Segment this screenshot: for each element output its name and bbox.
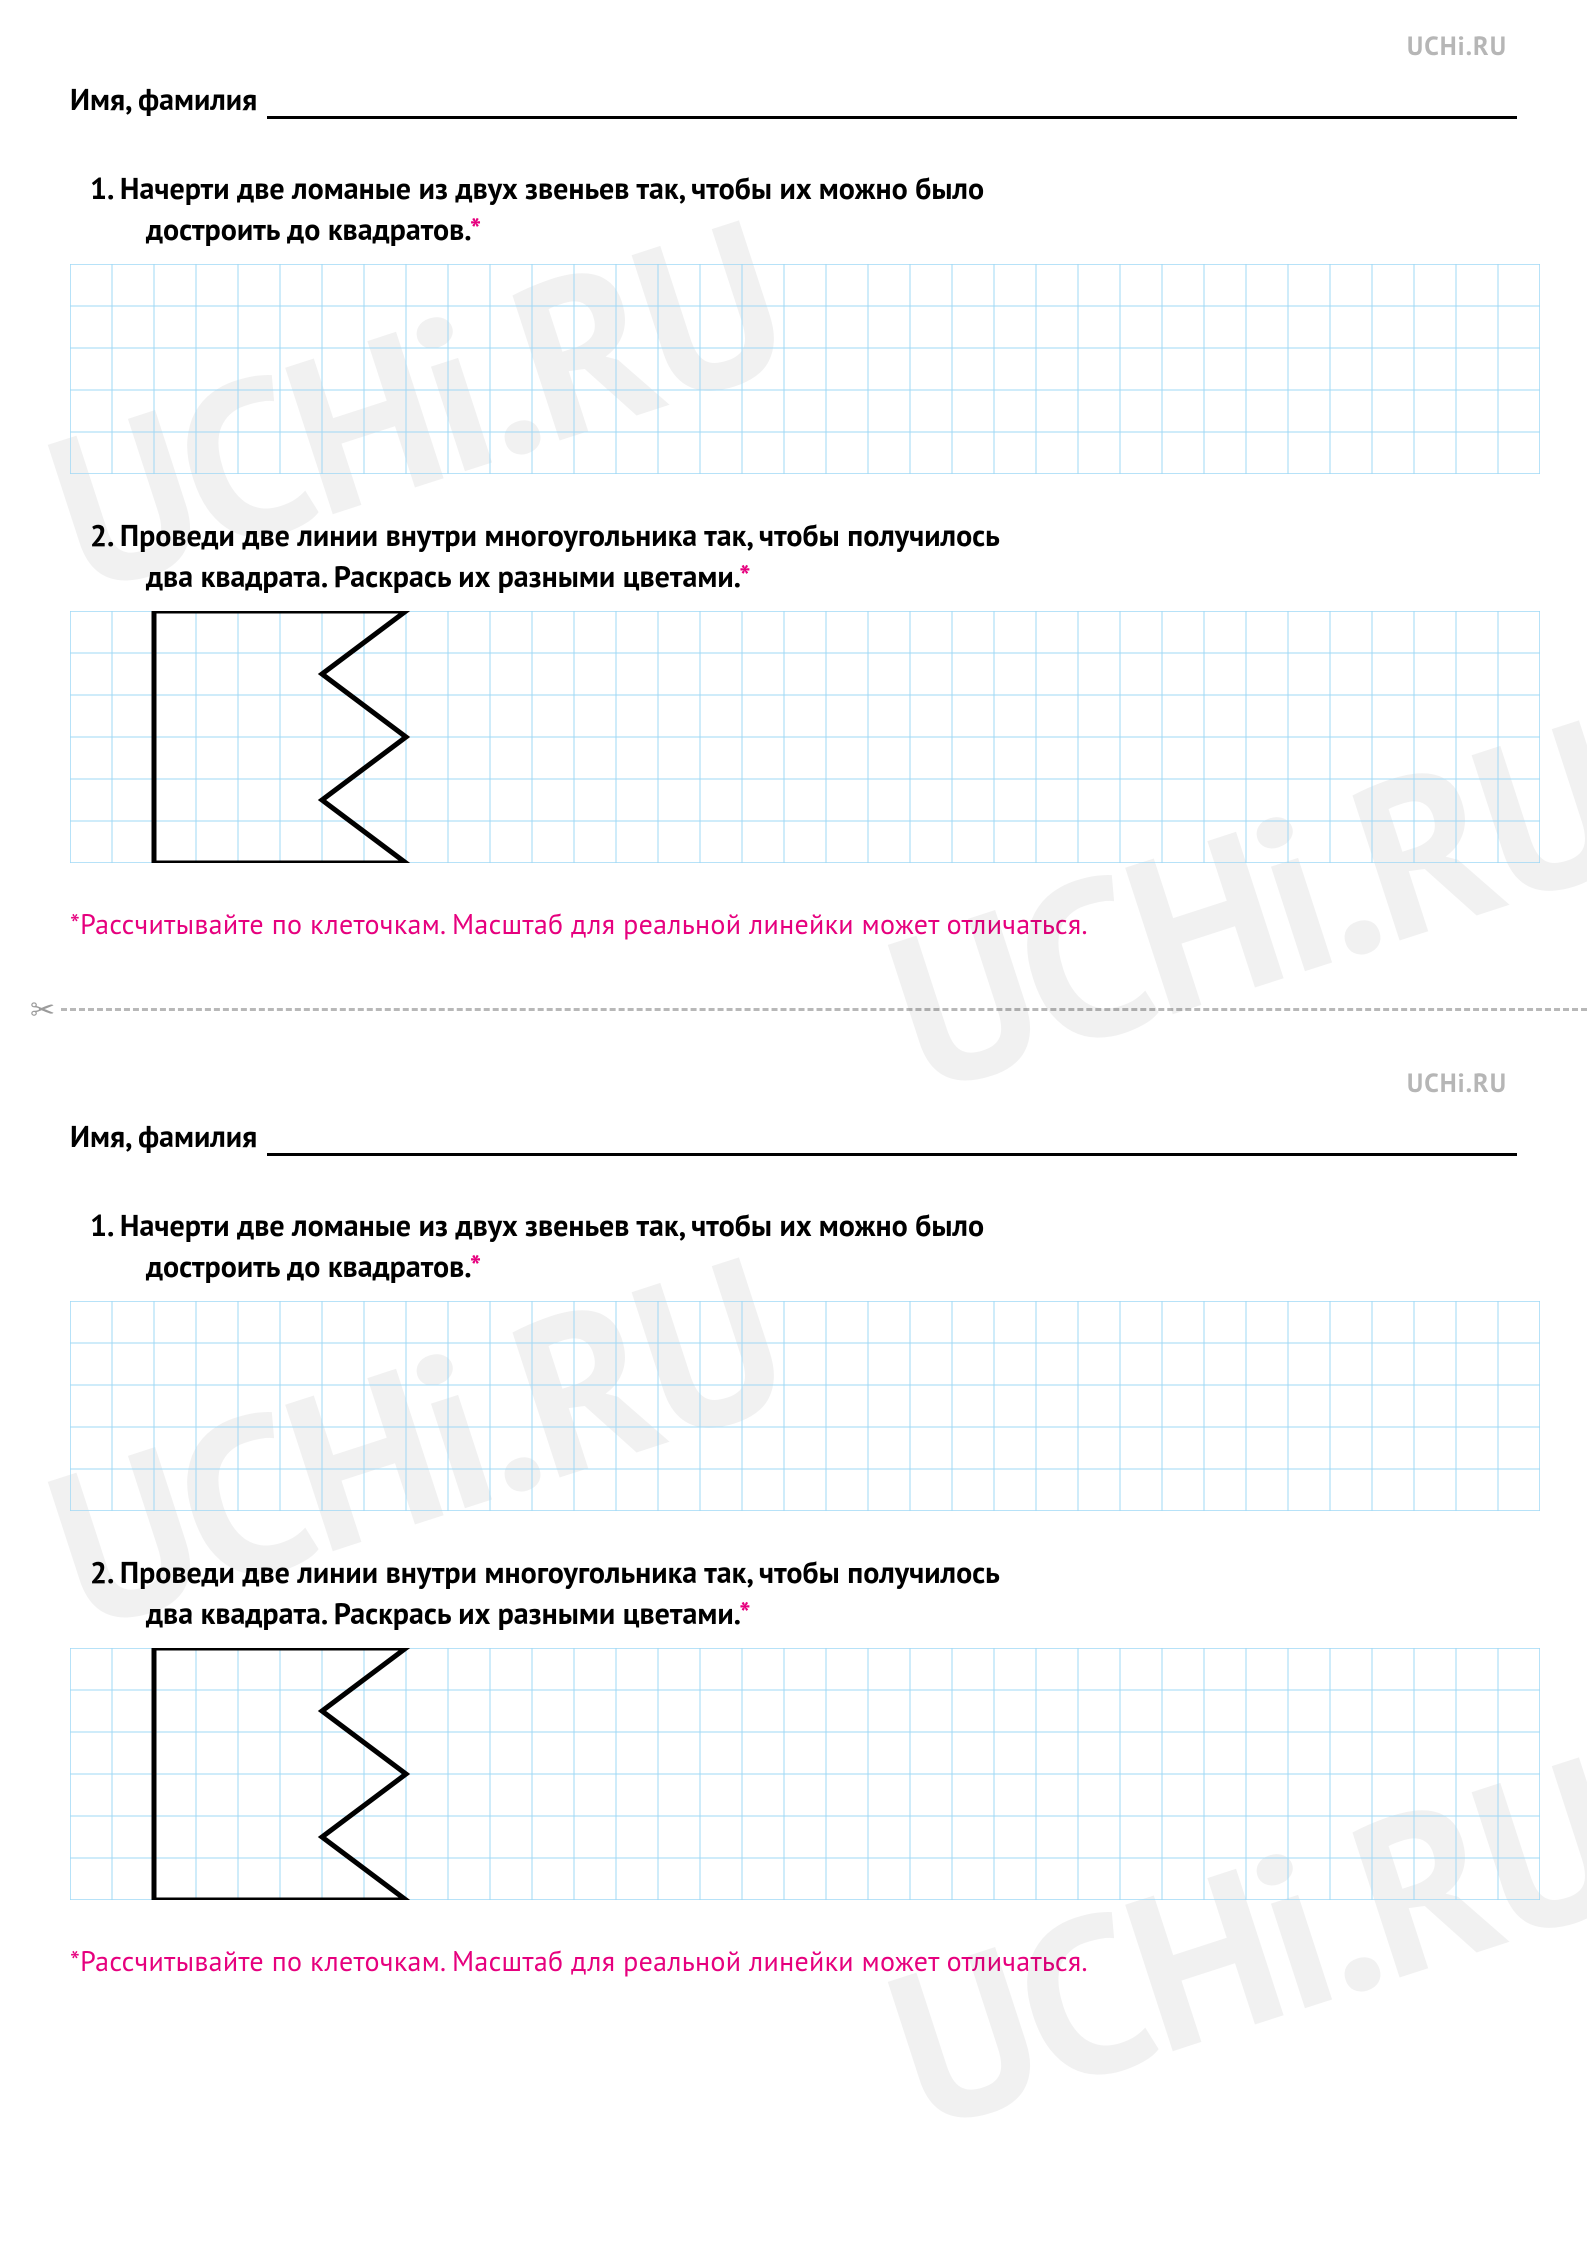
footnote: *Рассчитывайте по клеточкам. Масштаб для…: [70, 1942, 1517, 1979]
name-input-line[interactable]: [267, 89, 1517, 119]
logo: UCHi.RU: [1407, 1067, 1507, 1100]
footnote: *Рассчитывайте по клеточкам. Масштаб для…: [70, 905, 1517, 942]
task-1: 1. Начерти две ломаные из двух звеньев т…: [70, 1206, 1517, 1511]
name-row: Имя, фамилия: [70, 80, 1517, 119]
task-1-grid-area[interactable]: [70, 264, 1517, 474]
task-2: 2. Проведи две линии внутри многоугольни…: [70, 1553, 1517, 1900]
task-1-text: 1. Начерти две ломаные из двух звеньев т…: [70, 1206, 1517, 1287]
asterisk: *: [739, 1594, 750, 1633]
name-row: Имя, фамилия: [70, 1117, 1517, 1156]
scissors-icon: ✂: [30, 990, 55, 1029]
task-2-text: 2. Проведи две линии внутри многоугольни…: [70, 1553, 1517, 1634]
cut-dash: [61, 1008, 1587, 1011]
task-2: 2. Проведи две линии внутри многоугольни…: [70, 516, 1517, 863]
name-label: Имя, фамилия: [70, 80, 267, 119]
task-number: 2.: [90, 1553, 112, 1592]
task-1: 1. Начерти две ломаные из двух звеньев т…: [70, 169, 1517, 474]
grid: [70, 264, 1540, 474]
task-1-text: 1. Начерти две ломаные из двух звеньев т…: [70, 169, 1517, 250]
worksheet-half: UCHi.RU UCHi.RU UCHi.RU Имя, фамилия 1. …: [0, 0, 1587, 982]
task-2-grid-area[interactable]: [70, 611, 1517, 863]
task-number: 1.: [90, 169, 112, 208]
worksheet-half: UCHi.RU UCHi.RU UCHi.RU Имя, фамилия 1. …: [0, 1037, 1587, 2019]
grid: [70, 1648, 1540, 1900]
task-2-text: 2. Проведи две линии внутри многоугольни…: [70, 516, 1517, 597]
name-label: Имя, фамилия: [70, 1117, 267, 1156]
grid: [70, 1301, 1540, 1511]
cut-line: ✂: [0, 982, 1587, 1037]
logo: UCHi.RU: [1407, 30, 1507, 63]
task-1-grid-area[interactable]: [70, 1301, 1517, 1511]
asterisk: *: [470, 210, 481, 249]
asterisk: *: [739, 557, 750, 596]
asterisk: *: [470, 1247, 481, 1286]
task-number: 1.: [90, 1206, 112, 1245]
task-number: 2.: [90, 516, 112, 555]
name-input-line[interactable]: [267, 1126, 1517, 1156]
grid: [70, 611, 1540, 863]
task-2-grid-area[interactable]: [70, 1648, 1517, 1900]
